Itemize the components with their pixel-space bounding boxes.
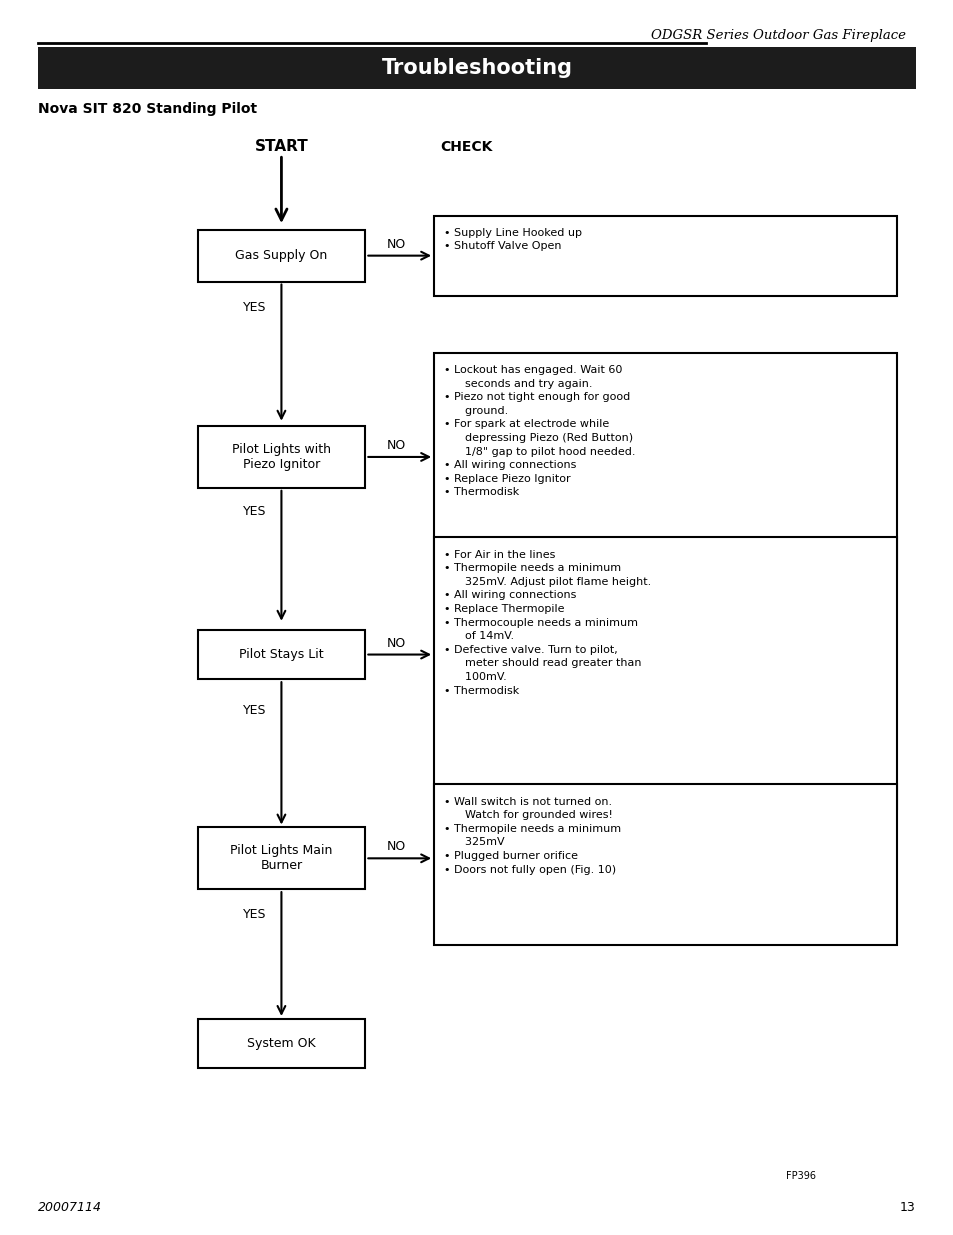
Text: 13: 13 bbox=[899, 1202, 915, 1214]
Bar bbox=[434, 215, 896, 295]
Text: Nova SIT 820 Standing Pilot: Nova SIT 820 Standing Pilot bbox=[38, 101, 257, 116]
Bar bbox=[197, 1019, 364, 1068]
Text: NO: NO bbox=[386, 438, 405, 452]
Bar bbox=[197, 827, 364, 889]
Text: • Lockout has engaged. Wait 60
      seconds and try again.
• Piezo not tight en: • Lockout has engaged. Wait 60 seconds a… bbox=[443, 366, 635, 498]
Text: NO: NO bbox=[386, 840, 405, 853]
Text: Pilot Lights Main
Burner: Pilot Lights Main Burner bbox=[230, 845, 333, 872]
Bar bbox=[434, 784, 896, 945]
Bar bbox=[434, 537, 896, 809]
Text: 20007114: 20007114 bbox=[38, 1202, 102, 1214]
Text: Pilot Lights with
Piezo Ignitor: Pilot Lights with Piezo Ignitor bbox=[232, 443, 331, 471]
Text: • Supply Line Hooked up
• Shutoff Valve Open: • Supply Line Hooked up • Shutoff Valve … bbox=[443, 227, 581, 252]
Text: • For Air in the lines
• Thermopile needs a minimum
      325mV. Adjust pilot fl: • For Air in the lines • Thermopile need… bbox=[443, 550, 650, 695]
Bar bbox=[197, 230, 364, 282]
Bar bbox=[197, 630, 364, 679]
Text: CHECK: CHECK bbox=[440, 141, 493, 154]
Text: Troubleshooting: Troubleshooting bbox=[381, 58, 572, 78]
Text: START: START bbox=[254, 140, 308, 154]
Text: YES: YES bbox=[243, 704, 267, 718]
Text: Gas Supply On: Gas Supply On bbox=[235, 249, 327, 262]
Text: System OK: System OK bbox=[247, 1037, 315, 1050]
Text: FP396: FP396 bbox=[785, 1171, 816, 1181]
Text: NO: NO bbox=[386, 237, 405, 251]
Text: • Wall switch is not turned on.
      Watch for grounded wires!
• Thermopile nee: • Wall switch is not turned on. Watch fo… bbox=[443, 797, 620, 874]
Text: Pilot Stays Lit: Pilot Stays Lit bbox=[239, 648, 323, 661]
Text: ODGSR Series Outdoor Gas Fireplace: ODGSR Series Outdoor Gas Fireplace bbox=[651, 28, 905, 42]
Text: YES: YES bbox=[243, 908, 267, 921]
Bar bbox=[197, 426, 364, 488]
Text: YES: YES bbox=[243, 505, 267, 519]
Text: YES: YES bbox=[243, 301, 267, 315]
Text: NO: NO bbox=[386, 636, 405, 650]
Bar bbox=[38, 47, 915, 89]
Bar bbox=[434, 353, 896, 568]
